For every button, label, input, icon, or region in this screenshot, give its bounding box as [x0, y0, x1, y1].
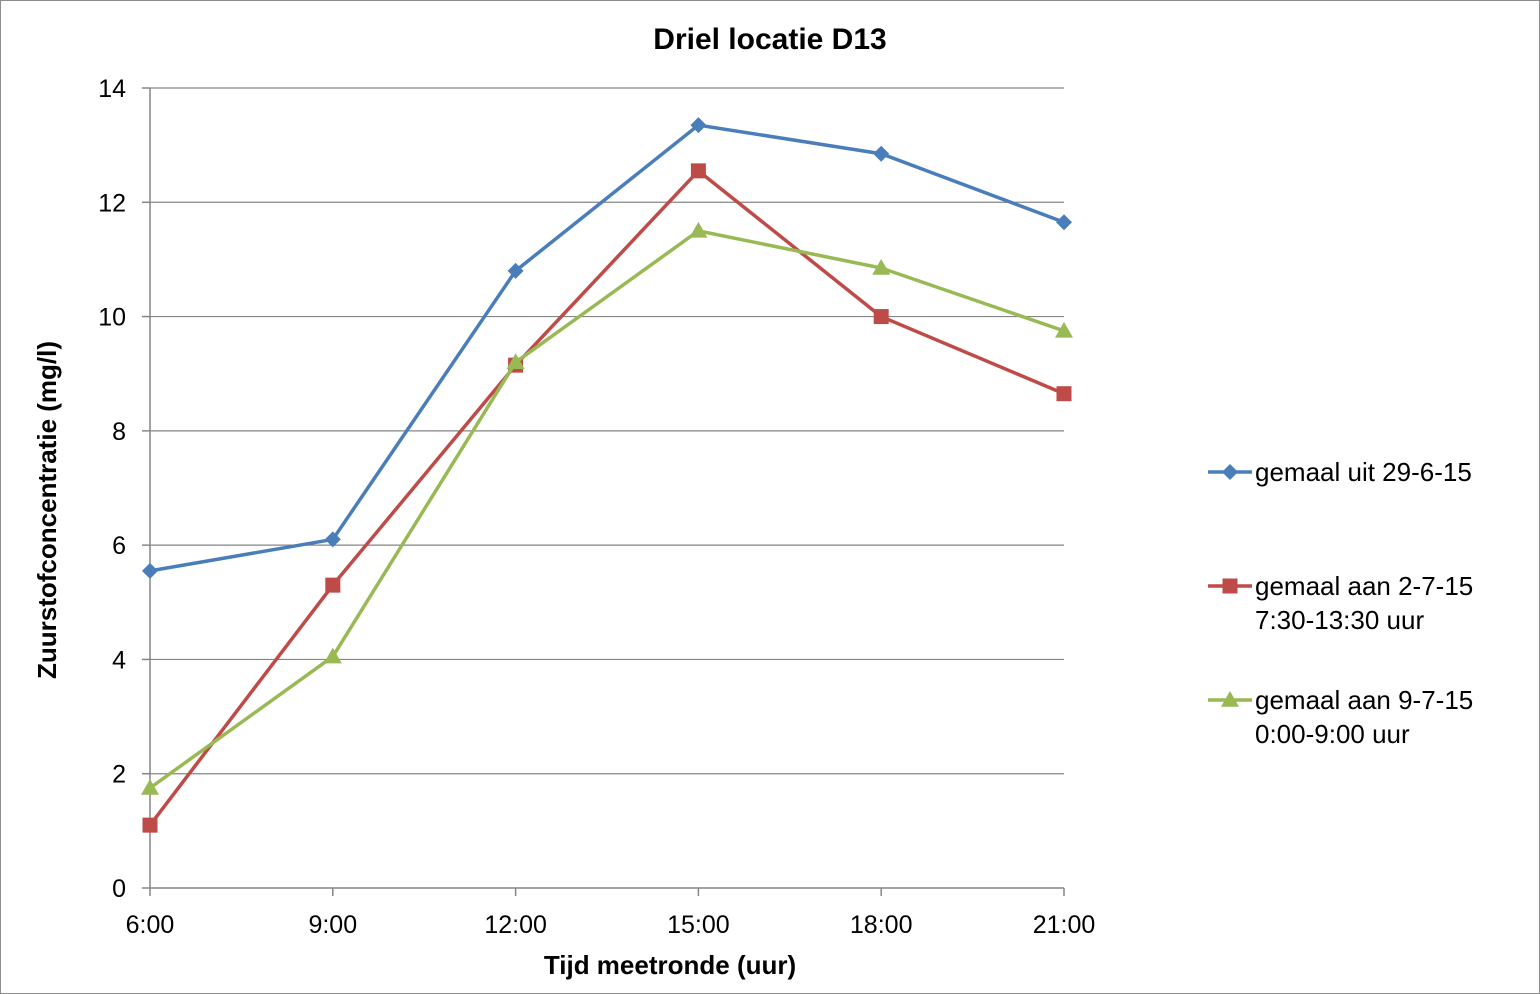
axes [142, 87, 1065, 896]
series-line [149, 123, 1065, 573]
y-axis-title: Zuurstofconcentratie (mg/l) [32, 341, 62, 679]
x-tick-label: 6:00 [126, 911, 175, 939]
data-point [873, 309, 889, 325]
chart-title: Driel locatie D13 [653, 23, 886, 56]
legend-marker [1222, 464, 1238, 480]
data-point [142, 562, 158, 579]
x-tick-label: 12:00 [484, 911, 547, 939]
data-point [690, 163, 706, 179]
data-point [506, 353, 525, 370]
x-tick-labels: 6:00 9:00 12:00 15:00 18:00 21:00 [126, 911, 1096, 939]
data-point [325, 577, 341, 593]
legend-label: gemaal aan 2-7-15 [1255, 571, 1473, 601]
legend: gemaal uit 29-6-15 gemaal aan 2-7-15 7:30-… [1208, 457, 1473, 749]
y-tick-label: 12 [98, 189, 126, 217]
grid-lines [150, 87, 1064, 775]
data-point [873, 145, 890, 162]
y-tick-label: 8 [112, 418, 126, 446]
y-tick-label: 10 [98, 304, 126, 332]
y-tick-label: 0 [112, 875, 126, 903]
y-tick-labels: 0 2 4 6 8 10 12 14 [98, 75, 126, 903]
legend-item-1: gemaal uit 29-6-15 [1208, 457, 1472, 487]
data-point [690, 117, 707, 134]
legend-marker [1222, 578, 1238, 594]
data-point [323, 647, 342, 664]
y-tick-label: 14 [98, 75, 126, 103]
x-tick-label: 18:00 [850, 911, 913, 939]
data-point [142, 817, 158, 833]
data-point [1056, 214, 1072, 231]
series-line [148, 169, 1065, 827]
x-tick-label: 9:00 [308, 911, 357, 939]
data-point [507, 262, 524, 279]
legend-label: gemaal uit 29-6-15 [1255, 457, 1472, 487]
x-tick-label: 15:00 [667, 911, 730, 939]
data-point [141, 779, 159, 795]
series-1 [142, 117, 1072, 579]
legend-item-3: gemaal aan 9-7-15 0:00-9:00 uur [1208, 685, 1473, 749]
series-3 [141, 221, 1073, 795]
x-tick-label: 21:00 [1033, 911, 1096, 939]
legend-marker [1221, 691, 1239, 707]
y-tick-label: 6 [112, 532, 126, 560]
x-axis-title: Tijd meetronde (uur) [544, 950, 796, 980]
data-point [324, 531, 341, 548]
series-group [141, 117, 1073, 833]
series-2 [142, 163, 1072, 833]
legend-item-2: gemaal aan 2-7-15 7:30-13:30 uur [1208, 571, 1473, 635]
data-point [689, 221, 708, 238]
data-point [872, 259, 891, 275]
data-point [1055, 321, 1073, 338]
legend-label: 0:00-9:00 uur [1255, 719, 1410, 749]
data-point [1056, 386, 1072, 402]
series-line [148, 229, 1065, 790]
y-tick-label: 2 [112, 761, 126, 789]
legend-label: gemaal aan 9-7-15 [1255, 685, 1473, 715]
y-tick-label: 4 [112, 646, 126, 674]
legend-label: 7:30-13:30 uur [1255, 605, 1424, 635]
